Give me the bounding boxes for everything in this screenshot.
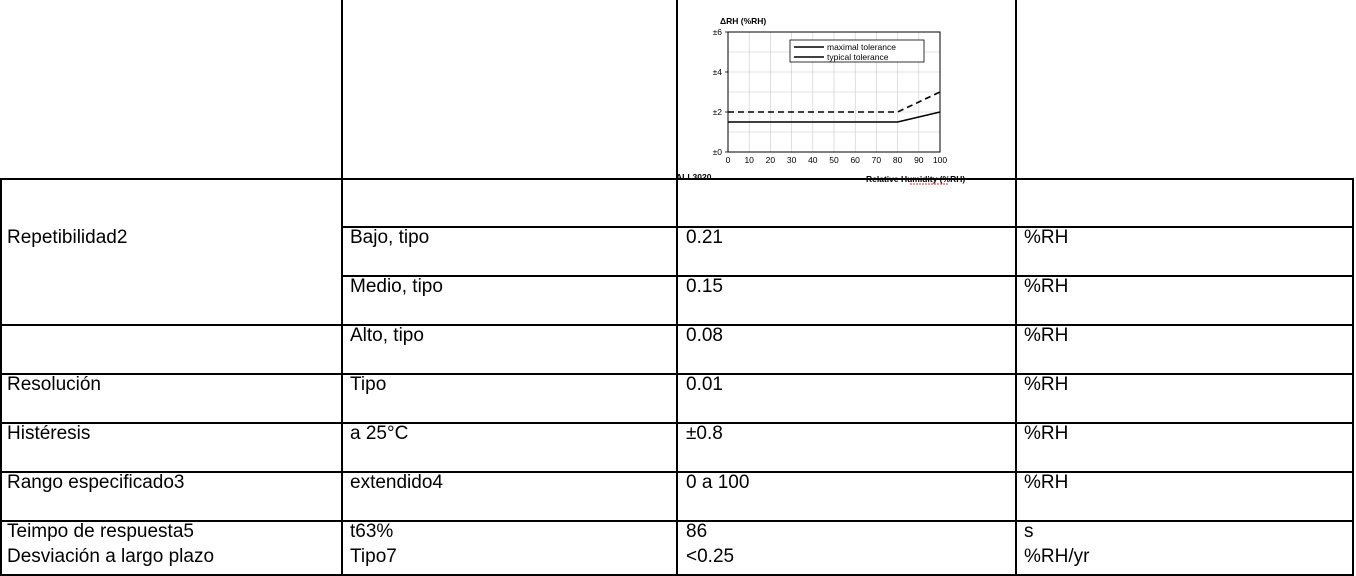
unit-cell: %RH/yr <box>1024 546 1090 567</box>
tolerance-chart: 0 10 20 30 40 50 60 70 80 90 100 ±0 ±2 ±4 ±6 ΔRH (%RH)… <box>676 16 965 185</box>
x-tick-label: 10 <box>744 155 754 165</box>
table-border-col1 <box>341 0 343 576</box>
unit-cell: %RH <box>1024 276 1069 297</box>
table-border-col2 <box>676 0 678 576</box>
y-tick-label: ±6 <box>713 27 723 37</box>
x-tick-label: 70 <box>872 155 882 165</box>
table-line-row7 <box>0 520 1354 522</box>
param-cell: Histéresis <box>7 423 91 444</box>
value-cell: 0.21 <box>686 227 723 248</box>
value-cell: 0.01 <box>686 374 723 395</box>
condition-cell: a 25°C <box>350 423 409 444</box>
table-line-bottom <box>0 574 1354 576</box>
table-line-top <box>0 178 1354 180</box>
condition-cell: extendido4 <box>350 472 443 493</box>
condition-cell: Tipo7 <box>350 546 397 567</box>
unit-cell: %RH <box>1024 325 1069 346</box>
legend-entry: maximal tolerance <box>827 42 896 52</box>
x-tick-label: 20 <box>766 155 776 165</box>
condition-cell: Medio, tipo <box>350 276 443 297</box>
x-tick-label: 50 <box>829 155 839 165</box>
param-cell: Resolución <box>7 374 101 395</box>
table-line-row1 <box>341 226 1354 228</box>
unit-cell: s <box>1024 521 1034 542</box>
legend-entry: typical tolerance <box>827 52 889 62</box>
param-cell: Rango especificado3 <box>7 472 185 493</box>
table-line-row6 <box>0 471 1354 473</box>
chart-series <box>728 91 941 123</box>
param-cell: Desviación a largo plazo <box>7 546 215 567</box>
table-line-row2 <box>341 275 1354 277</box>
chart-code-label: ALL3020 <box>676 172 712 182</box>
value-cell: ±0.8 <box>686 423 723 444</box>
table-line-row4 <box>0 373 1354 375</box>
param-cell: Teimpo de respuesta5 <box>7 521 194 542</box>
chart-ticks: 0 10 20 30 40 50 60 70 80 90 100 ±0 ±2 ±4 ±6 <box>713 27 948 165</box>
table-border-left <box>0 178 2 576</box>
condition-cell: Bajo, tipo <box>350 227 430 248</box>
unit-cell: %RH <box>1024 227 1069 248</box>
x-tick-label: 30 <box>787 155 797 165</box>
y-tick-label: ±4 <box>713 67 723 77</box>
unit-cell: %RH <box>1024 374 1069 395</box>
unit-cell: %RH <box>1024 423 1069 444</box>
value-cell: 0.15 <box>686 276 723 297</box>
unit-cell: %RH <box>1024 472 1069 493</box>
chart-frame <box>727 31 941 153</box>
value-cell: <0.25 <box>686 546 735 567</box>
condition-cell: Tipo <box>350 374 387 395</box>
x-tick-label: 100 <box>933 155 947 165</box>
condition-cell: Alto, tipo <box>350 325 424 346</box>
x-tick-label: 60 <box>850 155 860 165</box>
y-tick-label: ±0 <box>713 147 723 157</box>
x-tick-label: 80 <box>893 155 903 165</box>
y-tick-label: ±2 <box>713 107 723 117</box>
condition-cell: t63% <box>350 521 394 542</box>
y-axis-label: ΔRH (%RH) <box>720 16 766 26</box>
series-line-typical-tolerance <box>728 111 941 123</box>
x-tick-label: 40 <box>808 155 818 165</box>
x-tick-label: 0 <box>726 155 731 165</box>
value-cell: 0.08 <box>686 325 723 346</box>
table-line-row5 <box>0 422 1354 424</box>
x-tick-label: 90 <box>914 155 924 165</box>
table-line-row3 <box>0 324 1354 326</box>
x-axis-label: Relative Humidity (%RH) <box>866 174 965 184</box>
series-line-maximal-tolerance <box>728 91 941 113</box>
value-cell: 0 a 100 <box>686 472 750 493</box>
param-cell: Repetibilidad2 <box>7 227 128 248</box>
value-cell: 86 <box>686 521 708 542</box>
table-border-col3 <box>1015 0 1017 576</box>
table-border-right <box>1352 178 1354 576</box>
